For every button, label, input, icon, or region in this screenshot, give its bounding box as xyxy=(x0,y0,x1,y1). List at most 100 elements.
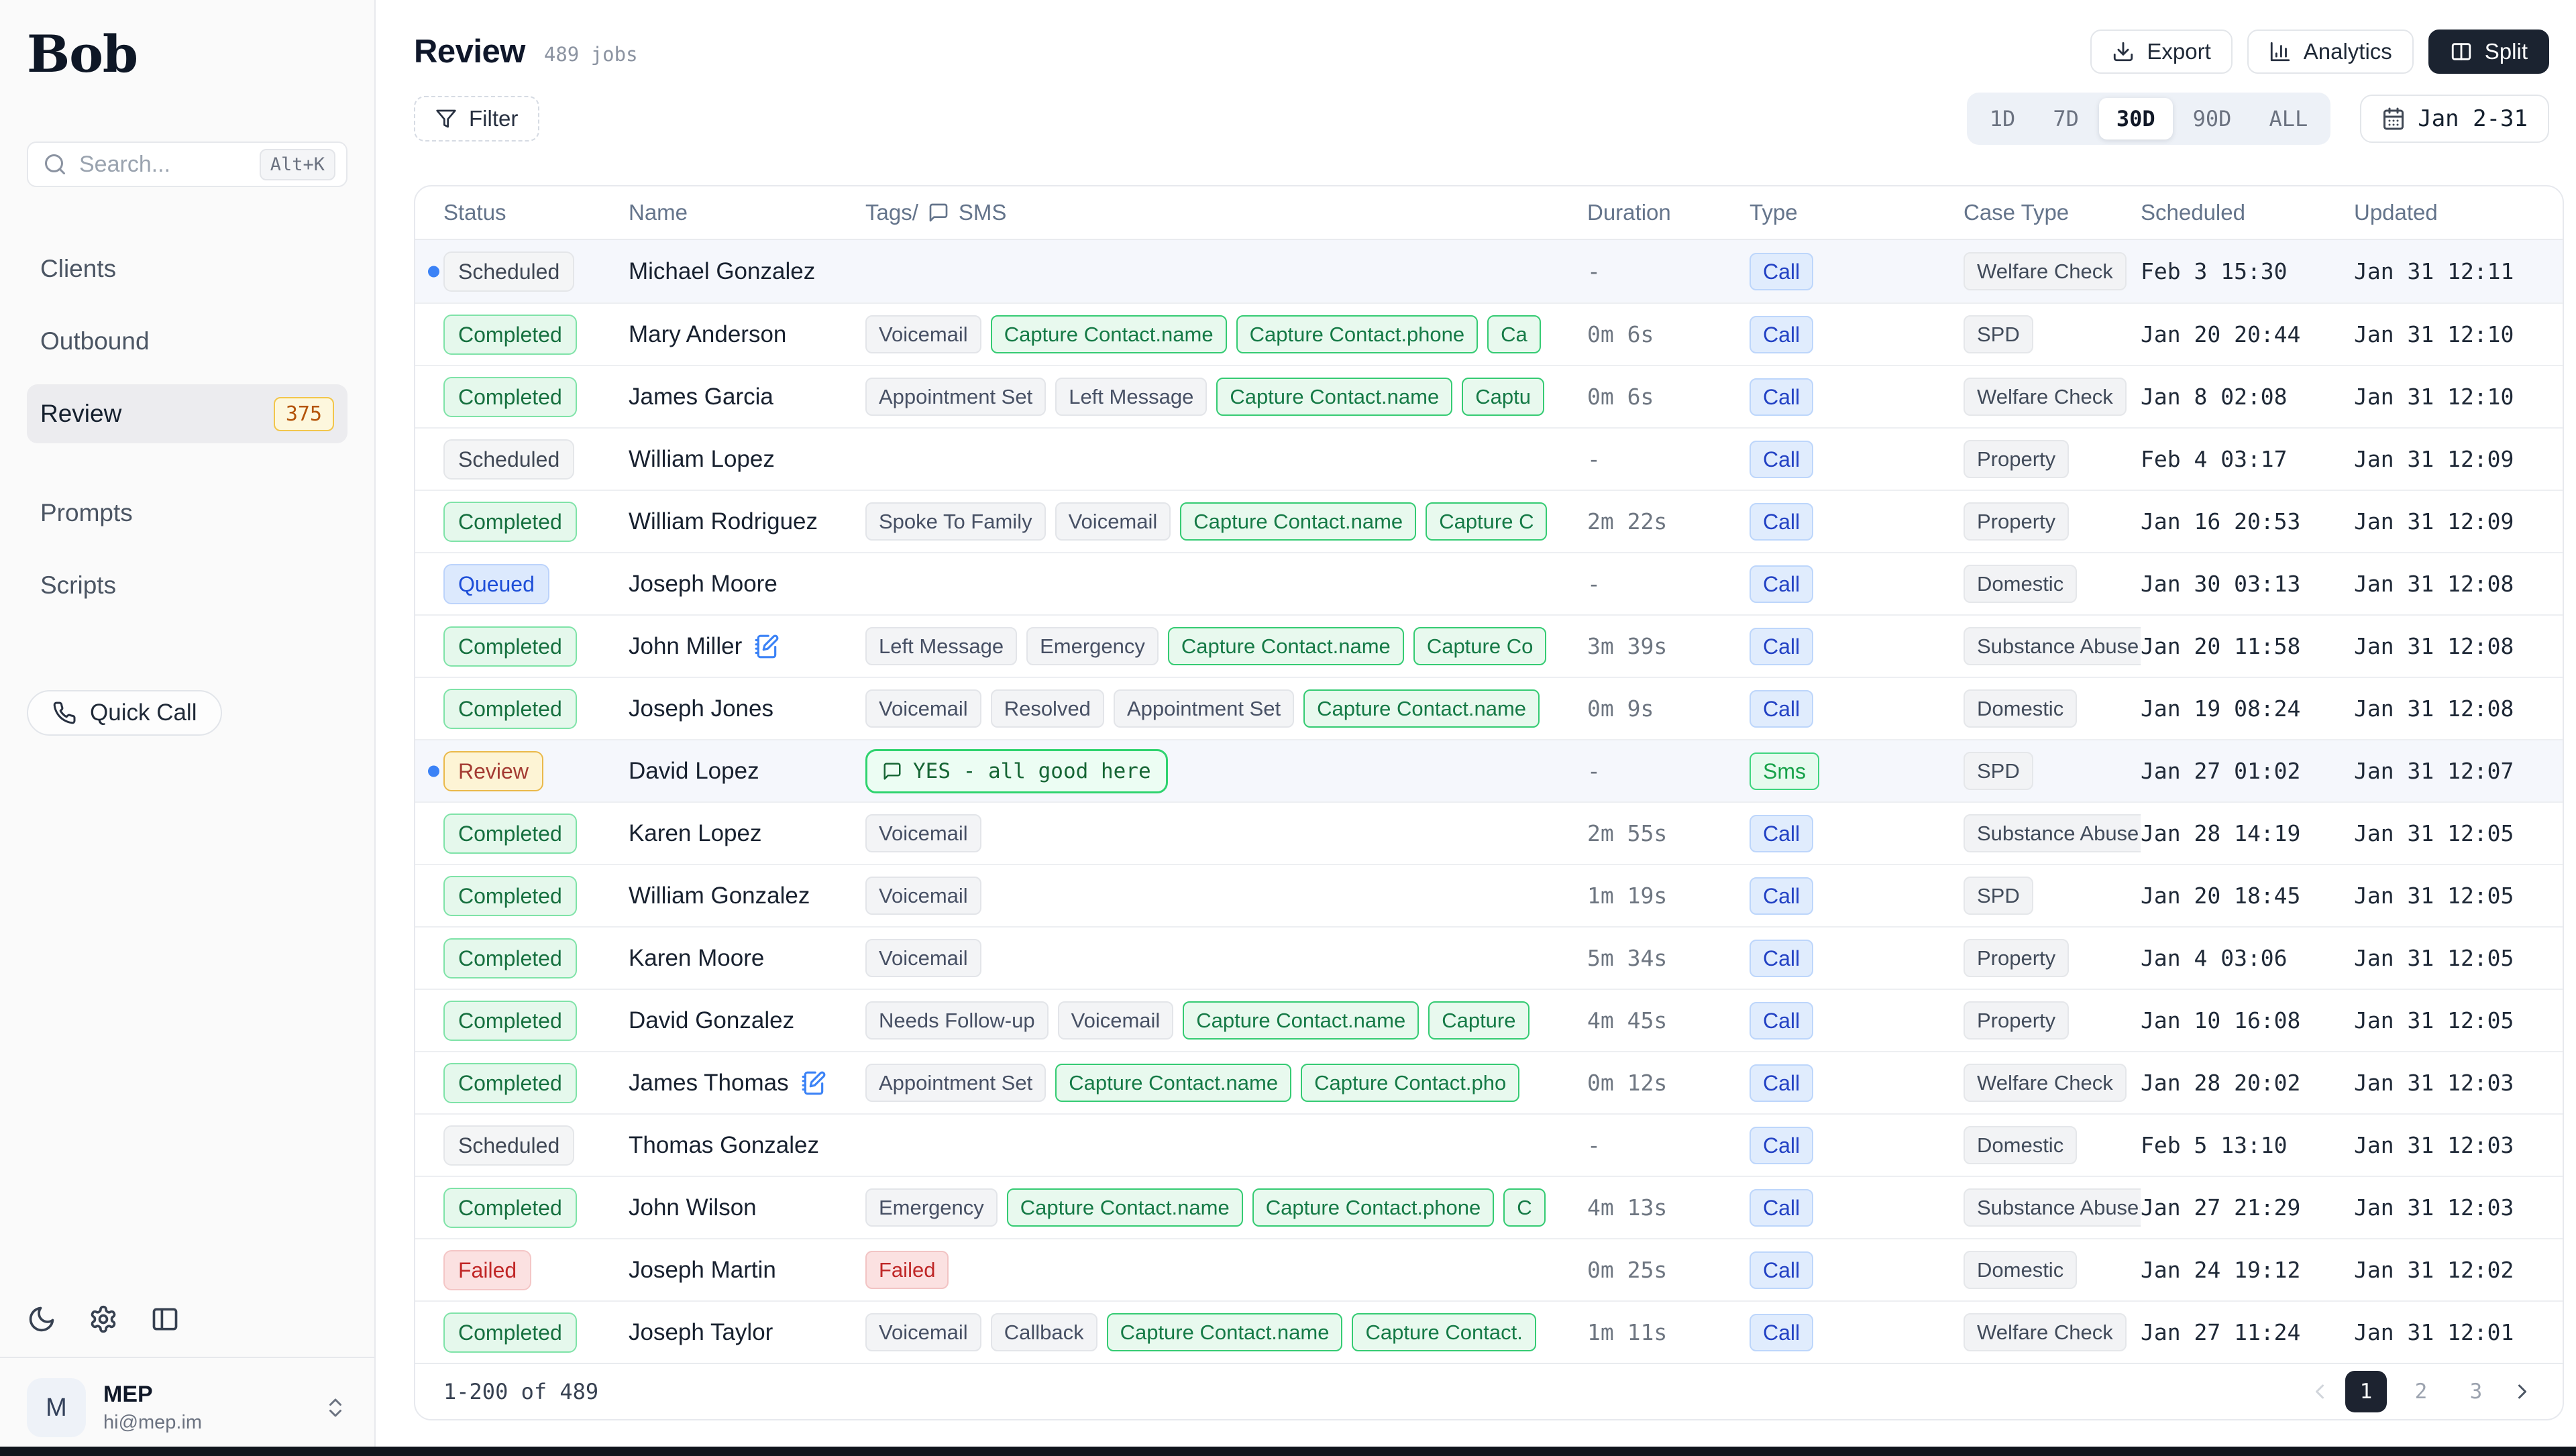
name-cell: John Wilson xyxy=(629,1194,865,1221)
quick-call-button[interactable]: Quick Call xyxy=(27,690,222,736)
analytics-label: Analytics xyxy=(2304,39,2392,64)
case-type-cell: Substance Abuse xyxy=(1964,814,2141,853)
case-type-badge: Property xyxy=(1964,502,2069,541)
date-picker-button[interactable]: Jan 2-31 xyxy=(2360,95,2549,143)
duration-cell: 4m 45s xyxy=(1587,1007,1750,1033)
table-row[interactable]: CompletedKaren LopezVoicemail2m 55sCallS… xyxy=(415,801,2563,864)
moon-icon[interactable] xyxy=(27,1304,56,1334)
sidebar-item-clients[interactable]: Clients xyxy=(27,239,347,298)
name-cell: William Gonzalez xyxy=(629,883,865,909)
analytics-button[interactable]: Analytics xyxy=(2247,30,2414,74)
status-badge: Completed xyxy=(443,814,577,854)
table-row[interactable]: CompletedJames ThomasAppointment SetCapt… xyxy=(415,1051,2563,1113)
status-cell: Completed xyxy=(443,1312,629,1353)
prev-page-icon[interactable] xyxy=(2308,1380,2332,1404)
table-row[interactable]: ReviewDavid LopezYES - all good here-Sms… xyxy=(415,739,2563,801)
table-row[interactable]: CompletedWilliam RodriguezSpoke To Famil… xyxy=(415,490,2563,552)
table-row[interactable]: CompletedJoseph JonesVoicemailResolvedAp… xyxy=(415,677,2563,739)
type-badge: Call xyxy=(1750,628,1813,665)
sidebar-panel-icon[interactable] xyxy=(150,1304,180,1334)
type-cell: Call xyxy=(1750,628,1964,665)
status-cell: Completed xyxy=(443,315,629,355)
table-row[interactable]: CompletedJohn WilsonEmergencyCapture Con… xyxy=(415,1176,2563,1238)
split-button[interactable]: Split xyxy=(2428,30,2549,74)
export-button[interactable]: Export xyxy=(2090,30,2232,74)
sidebar-divider xyxy=(0,1357,374,1358)
tag-badge: Capture Contact.name xyxy=(1180,502,1416,541)
table-footer: 1-200 of 489 123 xyxy=(415,1363,2563,1419)
type-cell: Call xyxy=(1750,1189,1964,1227)
table-row[interactable]: QueuedJoseph Moore-CallDomesticJan 30 03… xyxy=(415,552,2563,614)
range-1d[interactable]: 1D xyxy=(1972,98,2033,139)
search-box[interactable]: Alt+K xyxy=(27,142,347,187)
sidebar-item-prompts[interactable]: Prompts xyxy=(27,484,347,543)
range-30d[interactable]: 30D xyxy=(2099,98,2173,139)
column-header: Scheduled xyxy=(2141,200,2354,225)
status-badge: Scheduled xyxy=(443,251,574,292)
status-cell: Completed xyxy=(443,689,629,729)
status-cell: Completed xyxy=(443,876,629,916)
case-type-badge: Property xyxy=(1964,440,2069,479)
table-row[interactable]: ScheduledWilliam Lopez-CallPropertyFeb 4… xyxy=(415,427,2563,490)
table-row[interactable]: CompletedJames GarciaAppointment SetLeft… xyxy=(415,365,2563,427)
column-header: Case Type xyxy=(1964,200,2141,225)
tag-badge: Appointment Set xyxy=(865,378,1046,416)
range-all[interactable]: ALL xyxy=(2251,98,2325,139)
case-type-badge: SPD xyxy=(1964,752,2033,791)
table-row[interactable]: FailedJoseph MartinFailed0m 25sCallDomes… xyxy=(415,1238,2563,1300)
table-row[interactable]: CompletedKaren MooreVoicemail5m 34sCallP… xyxy=(415,926,2563,989)
chevron-left-icon xyxy=(2308,1380,2332,1404)
sidebar-item-outbound[interactable]: Outbound xyxy=(27,312,347,371)
contact-name: Karen Lopez xyxy=(629,820,761,847)
column-header: Duration xyxy=(1587,200,1750,225)
next-page-icon[interactable] xyxy=(2510,1380,2534,1404)
chart-icon xyxy=(2269,40,2292,63)
case-type-badge: Welfare Check xyxy=(1964,378,2127,416)
pagination-range: 1-200 of 489 xyxy=(443,1379,598,1404)
scheduled-cell: Feb 5 13:10 xyxy=(2141,1132,2354,1158)
tags-cell: Spoke To FamilyVoicemailCapture Contact.… xyxy=(865,502,1587,541)
type-badge: Call xyxy=(1750,253,1813,290)
type-badge: Sms xyxy=(1750,752,1819,790)
table-row[interactable]: CompletedDavid GonzalezNeeds Follow-upVo… xyxy=(415,989,2563,1051)
gear-icon[interactable] xyxy=(89,1304,118,1334)
column-header: Tags/SMS xyxy=(865,200,1587,225)
updated-cell: Jan 31 12:10 xyxy=(2354,321,2563,347)
page-button-2[interactable]: 2 xyxy=(2400,1371,2442,1412)
updated-cell: Jan 31 12:03 xyxy=(2354,1070,2563,1096)
table-row[interactable]: CompletedJoseph TaylorVoicemailCallbackC… xyxy=(415,1300,2563,1363)
table-row[interactable]: CompletedMary AndersonVoicemailCapture C… xyxy=(415,302,2563,365)
sidebar-nav-primary: Clients Outbound Review375 xyxy=(27,239,347,457)
scheduled-cell: Feb 3 15:30 xyxy=(2141,258,2354,284)
range-90d[interactable]: 90D xyxy=(2176,98,2249,139)
case-type-cell: SPD xyxy=(1964,315,2141,354)
table-header: StatusNameTags/SMSDurationTypeCase TypeS… xyxy=(415,186,2563,240)
search-input[interactable] xyxy=(79,152,248,178)
updated-cell: Jan 31 12:05 xyxy=(2354,820,2563,846)
sidebar-nav-secondary: Prompts Scripts xyxy=(27,484,347,628)
case-type-cell: Substance Abuse xyxy=(1964,627,2141,666)
table-row[interactable]: ScheduledThomas Gonzalez-CallDomesticFeb… xyxy=(415,1113,2563,1176)
name-cell: David Lopez xyxy=(629,758,865,785)
page-button-3[interactable]: 3 xyxy=(2455,1371,2497,1412)
status-badge: Completed xyxy=(443,502,577,542)
type-badge: Call xyxy=(1750,1251,1813,1289)
status-badge: Completed xyxy=(443,689,577,729)
status-badge: Completed xyxy=(443,626,577,667)
duration-cell: 0m 25s xyxy=(1587,1257,1750,1283)
range-7d[interactable]: 7D xyxy=(2035,98,2096,139)
page-button-1[interactable]: 1 xyxy=(2345,1371,2387,1412)
status-cell: Scheduled xyxy=(443,1125,629,1166)
user-menu[interactable]: M MEP hi@mep.im xyxy=(27,1378,347,1437)
table-row[interactable]: CompletedWilliam GonzalezVoicemail1m 19s… xyxy=(415,864,2563,926)
contact-name: James Garcia xyxy=(629,384,773,410)
case-type-badge: SPD xyxy=(1964,877,2033,915)
name-cell: Karen Moore xyxy=(629,945,865,972)
table-row[interactable]: ScheduledMichael Gonzalez-CallWelfare Ch… xyxy=(415,240,2563,302)
sidebar-item-scripts[interactable]: Scripts xyxy=(27,556,347,615)
scheduled-cell: Jan 28 14:19 xyxy=(2141,820,2354,846)
filter-button[interactable]: Filter xyxy=(414,96,539,142)
table-row[interactable]: CompletedJohn MillerLeft MessageEmergenc… xyxy=(415,614,2563,677)
sidebar-item-review[interactable]: Review375 xyxy=(27,384,347,443)
sms-bubble-icon xyxy=(882,761,902,781)
